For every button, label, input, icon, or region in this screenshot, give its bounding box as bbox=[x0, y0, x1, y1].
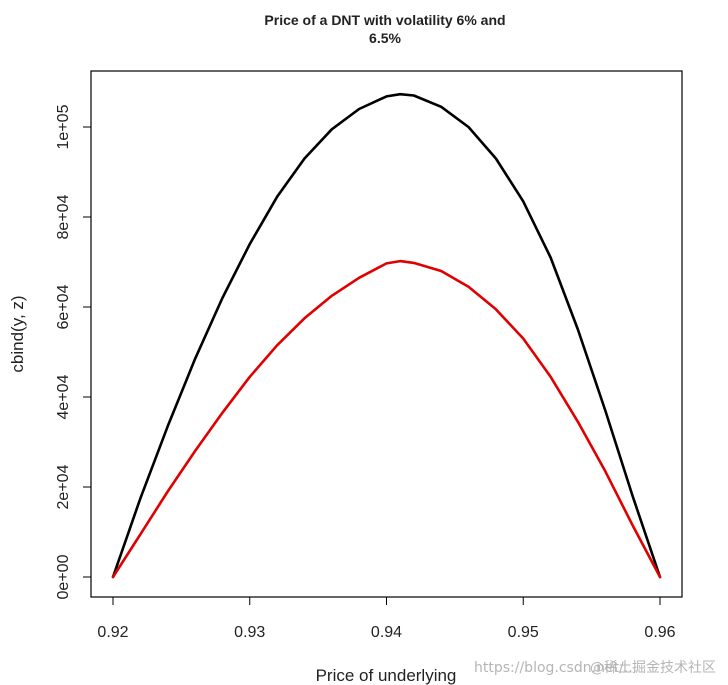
x-tick-label: 0.93 bbox=[234, 624, 265, 641]
series-line-black bbox=[111, 92, 662, 579]
y-tick-label: 1e+05 bbox=[55, 104, 72, 149]
x-tick-label: 0.95 bbox=[508, 624, 539, 641]
chart-title-line2: 6.5% bbox=[369, 30, 401, 46]
watermark-url: https://blog.csdn.net/... bbox=[474, 660, 637, 676]
y-axis-ticks: 0e+00 2e+04 4e+04 6e+04 8e+04 1e+05 bbox=[55, 104, 91, 599]
plot-frame bbox=[90, 70, 683, 598]
y-tick-label: 0e+00 bbox=[55, 554, 72, 599]
x-tick-label: 0.94 bbox=[371, 624, 402, 641]
series-group bbox=[111, 92, 662, 579]
x-axis-label: Price of underlying bbox=[316, 666, 457, 685]
x-tick-label: 0.96 bbox=[644, 624, 675, 641]
y-tick-label: 2e+04 bbox=[55, 464, 72, 509]
y-tick-label: 4e+04 bbox=[55, 374, 72, 419]
x-axis-ticks: 0.92 0.93 0.94 0.95 0.96 bbox=[97, 597, 676, 641]
chart-title-line1: Price of a DNT with volatility 6% and bbox=[264, 12, 505, 28]
x-tick-label: 0.92 bbox=[97, 624, 128, 641]
y-tick-label: 8e+04 bbox=[55, 194, 72, 239]
watermark-brand: @稀土掘金技术社区 bbox=[590, 660, 716, 676]
y-tick-label: 6e+04 bbox=[55, 284, 72, 329]
series-line-red bbox=[111, 259, 662, 579]
y-axis-label: cbind(y, z) bbox=[8, 295, 27, 372]
